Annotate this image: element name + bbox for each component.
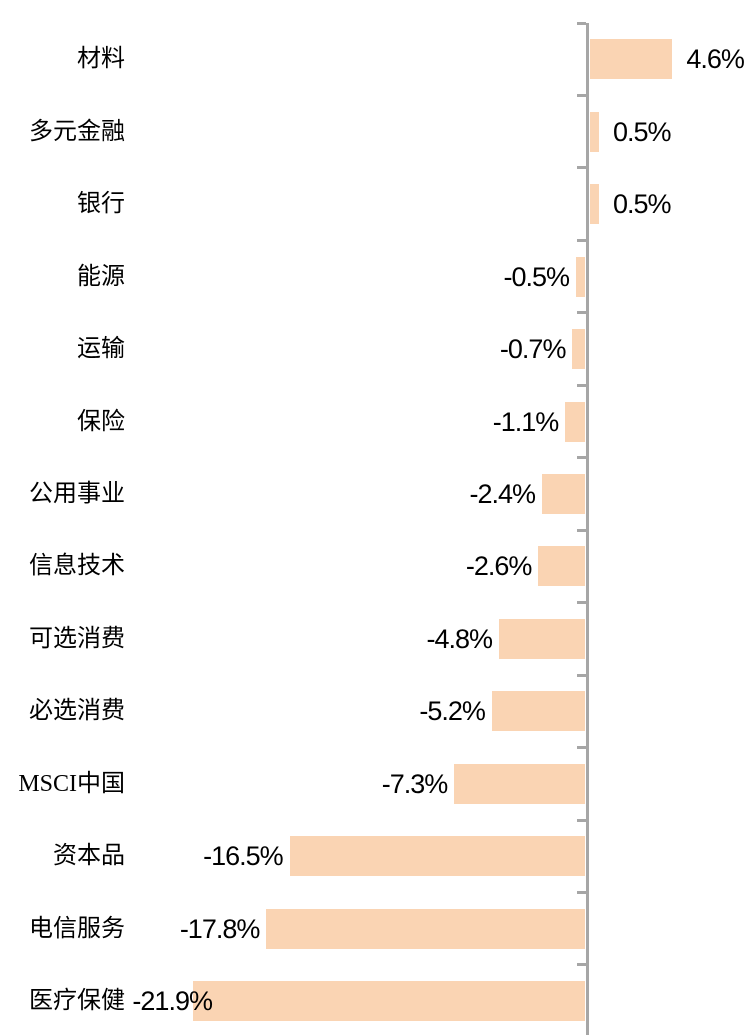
bar (572, 329, 585, 370)
category-label: 保险 (77, 408, 125, 435)
value-label: -1.1% (492, 406, 560, 437)
bar (590, 39, 673, 80)
axis-tick (577, 818, 586, 822)
value-label: -2.6% (465, 551, 533, 582)
category-label: 运输 (77, 336, 125, 363)
axis-tick (577, 21, 586, 25)
bar (576, 256, 585, 297)
bar (590, 111, 599, 152)
bar (491, 691, 585, 732)
category-label: 能源 (77, 263, 125, 290)
category-label: MSCI中国 (18, 770, 125, 797)
category-label: 多元金融 (29, 118, 125, 145)
category-label: 材料 (77, 46, 125, 73)
value-label: -7.3% (381, 768, 449, 799)
value-label: -4.8% (426, 623, 494, 654)
bar (499, 618, 585, 659)
category-label: 信息技术 (29, 553, 125, 580)
bar (565, 401, 585, 442)
category-label: 必选消费 (29, 698, 125, 725)
bar (289, 836, 585, 877)
axis-tick (577, 93, 586, 97)
category-label: 可选消费 (29, 625, 125, 652)
value-label: 0.5% (612, 189, 672, 220)
axis-tick (577, 891, 586, 895)
bar (538, 546, 585, 587)
value-label: -21.9% (132, 986, 213, 1017)
value-label: -2.4% (469, 478, 536, 509)
bar (192, 981, 585, 1022)
category-label: 银行 (77, 191, 125, 218)
axis-tick (577, 746, 586, 750)
value-label: 4.6% (686, 44, 745, 75)
value-label: -17.8% (179, 913, 261, 944)
category-label: 医疗保健 (29, 988, 125, 1015)
y-axis-line (586, 23, 589, 1035)
axis-tick (577, 963, 586, 967)
bar (590, 184, 599, 225)
bar (266, 908, 585, 949)
axis-tick (577, 673, 586, 677)
category-label: 公用事业 (29, 480, 125, 507)
value-label: 0.5% (612, 116, 672, 147)
axis-tick (577, 456, 586, 460)
value-label: -16.5% (203, 841, 284, 872)
axis-tick (577, 238, 586, 242)
value-label: -0.5% (503, 261, 571, 292)
axis-tick (577, 601, 586, 605)
category-label: 电信服务 (29, 915, 125, 942)
axis-tick (577, 166, 586, 170)
axis-tick (577, 528, 586, 532)
bar (454, 763, 585, 804)
bar (542, 473, 585, 514)
category-label: 资本品 (53, 843, 125, 870)
value-label: -0.7% (499, 334, 567, 365)
axis-tick (577, 311, 586, 315)
value-label: -5.2% (419, 696, 486, 727)
axis-tick (577, 383, 586, 387)
